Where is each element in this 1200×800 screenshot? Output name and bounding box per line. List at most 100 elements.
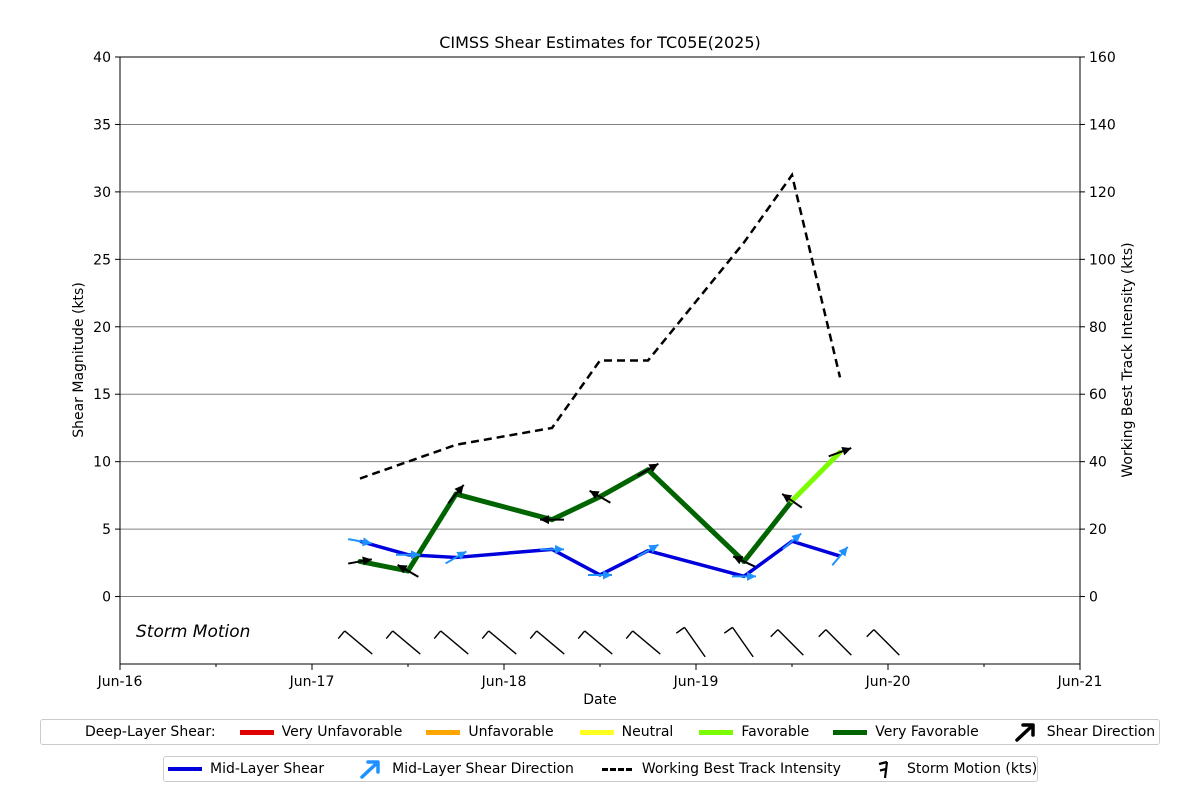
mid-layer-direction-arrow (831, 546, 849, 566)
storm-motion-barb (577, 630, 613, 655)
deep-layer-direction-arrow (540, 515, 564, 525)
deep-layer-direction-arrow-head (454, 484, 464, 495)
mid-layer-direction-arrow-head (456, 551, 467, 560)
legend-shear-direction: Shear Direction (1013, 721, 1155, 743)
storm-motion-barb (433, 630, 469, 655)
legend-storm-motion-label: Storm Motion (kts) (906, 761, 1038, 777)
y2-tick-label: 60 (1089, 387, 1107, 403)
barb-feather (675, 626, 685, 634)
y2-tick-label: 20 (1089, 522, 1107, 538)
barb-feather (385, 630, 394, 640)
legend-best-track-label: Working Best Track Intensity (641, 761, 841, 777)
legend-very-unfavorable: Very Unfavorable (239, 724, 402, 740)
legend-very-favorable-label: Very Favorable (875, 724, 979, 740)
y2-tick-label: 40 (1089, 455, 1107, 471)
x-tick-label: Jun-19 (673, 674, 719, 690)
y-tick-label: 10 (93, 455, 111, 471)
y-tick-label: 20 (93, 320, 111, 336)
y-tick-label: 25 (93, 252, 111, 268)
legend-best-track: Working Best Track Intensity (601, 761, 841, 777)
y2-tick-label: 80 (1089, 320, 1107, 336)
mid-layer-direction-arrow-head (555, 544, 564, 554)
mid-layer-direction-arrow-head (791, 533, 802, 543)
deep-layer-direction-arrow (732, 555, 756, 568)
storm-motion-barb (818, 629, 852, 656)
barb-shaft (344, 630, 373, 655)
barb-feather (337, 630, 346, 640)
barb-shaft (488, 630, 517, 655)
blue-arrow-icon (360, 760, 380, 779)
deep-layer-direction-arrow-head (540, 515, 549, 525)
deep-layer-direction-arrow (828, 446, 852, 458)
storm-motion-barb (866, 629, 900, 656)
x-tick-label: Jun-18 (481, 674, 527, 690)
deep-layer-direction-arrow (589, 489, 611, 504)
deep-layer-direction-arrow (637, 462, 659, 477)
x-axis-label: Date (583, 692, 616, 708)
barb-feather (866, 629, 875, 638)
deep-layer-direction-arrow (397, 564, 419, 578)
deep-layer-direction-arrow-head (648, 463, 659, 473)
y-tick-label: 30 (93, 185, 111, 201)
chart-title: CIMSS Shear Estimates for TC05E(2025) (439, 33, 761, 52)
mid-layer-direction-arrow-head (362, 537, 372, 547)
black-arrow-icon (1015, 723, 1035, 742)
mid-layer-direction-arrow (348, 537, 372, 547)
deep-layer-shear-segment (405, 491, 459, 574)
barb-shaft (873, 629, 900, 656)
mid-layer-shear-line (359, 539, 841, 579)
barb-feather (770, 629, 779, 638)
legend-favorable: Favorable (699, 724, 809, 740)
legend-swatch-neutral (579, 729, 614, 735)
plot-frame (119, 56, 1081, 665)
storm-motion-barb (337, 630, 373, 655)
barb-feather (818, 629, 827, 638)
deep-layer-direction-arrow (348, 556, 372, 566)
storm-motion-barb (675, 626, 706, 658)
mid-layer-direction-arrow (637, 543, 659, 558)
barb-feather (577, 630, 586, 640)
y2-tick-label: 160 (1089, 50, 1116, 66)
deep-layer-direction-arrow-head (733, 556, 744, 565)
mid-layer-direction-arrow (540, 544, 564, 554)
y2-tick-label: 0 (1089, 590, 1098, 606)
mid-layer-direction-arrow-head (603, 570, 612, 580)
deep-layer-direction-arrow-head (589, 490, 600, 500)
barb-shaft (683, 626, 706, 658)
legend-deep-layer-label: Deep-Layer Shear: (85, 724, 216, 740)
mid-layer-direction-arrow-head (411, 550, 420, 560)
chart-series (337, 172, 900, 658)
barb-feather (723, 626, 733, 634)
legend-swatch-favorable (699, 729, 734, 735)
barb-feather (481, 630, 490, 640)
legend-swatch-unfavorable (426, 729, 461, 735)
y-axis-label: Shear Magnitude (kts) (71, 282, 87, 438)
y-tick-label: 15 (93, 387, 111, 403)
storm-motion-barb (481, 630, 517, 655)
mid-layer-direction-arrow (732, 571, 756, 581)
y2-tick-label: 100 (1089, 252, 1116, 268)
storm-motion-barb (770, 629, 804, 656)
deep-layer-direction-arrow-head (841, 446, 852, 456)
barb-shaft (632, 630, 661, 655)
x-tick-label: Jun-16 (97, 674, 143, 690)
deep-layer-shear-segment (453, 491, 555, 523)
legend-swatch-very-unfavorable (239, 729, 274, 735)
storm-motion-barb (625, 630, 661, 655)
storm-motion-annotation: Storm Motion (136, 622, 250, 642)
x-tick-label: Jun-17 (289, 674, 335, 690)
legend-very-favorable: Very Favorable (833, 724, 979, 740)
barb-shaft (584, 630, 613, 655)
barb-shaft (777, 629, 804, 656)
y-tick-label: 40 (93, 50, 111, 66)
best-track-intensity-line (359, 172, 842, 480)
barb-feather (433, 630, 442, 640)
wind-barb-icon (878, 760, 889, 779)
y2-axis-label: Working Best Track Intensity (kts) (1120, 242, 1136, 477)
deep-layer-shear-segment (645, 467, 747, 564)
y-tick-label: 35 (93, 117, 111, 133)
deep-layer-direction-arrow-head (362, 556, 372, 566)
legend-mid-layer-shear: Mid-Layer Shear (168, 761, 324, 777)
mid-layer-direction-arrow (396, 550, 420, 560)
legend-neutral: Neutral (579, 724, 673, 740)
